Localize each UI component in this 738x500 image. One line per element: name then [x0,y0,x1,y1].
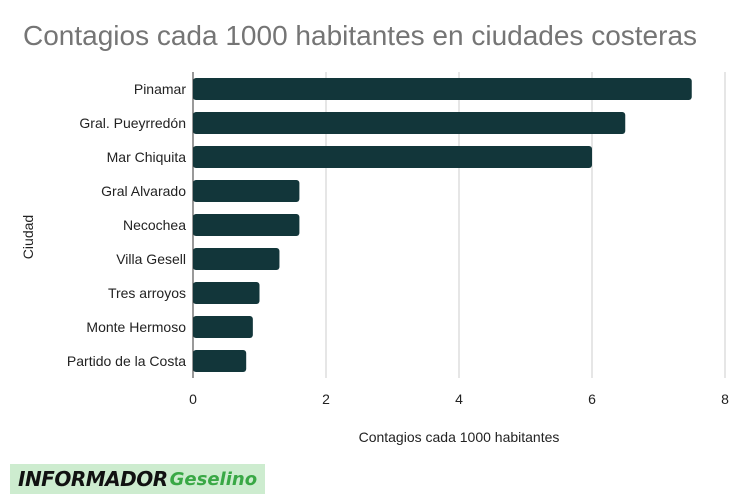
bar [193,146,592,168]
x-tick-labels: 0 2 4 6 8 [189,391,729,407]
category-label: Villa Gesell [116,251,186,267]
bar [193,112,626,134]
x-tick-label: 6 [588,391,596,407]
bars [193,78,692,372]
category-label: Gral. Pueyrredón [79,115,186,131]
category-label: Gral Alvarado [101,183,186,199]
category-label: Necochea [123,217,186,233]
x-tick-label: 0 [189,391,197,407]
x-tick-label: 2 [322,391,330,407]
chart-title: Contagios cada 1000 habitantes en ciudad… [23,20,697,51]
category-labels: Pinamar Gral. Pueyrredón Mar Chiquita Gral … [67,81,186,369]
bar [193,316,253,338]
bar [193,248,280,270]
bar [193,180,300,202]
category-label: Mar Chiquita [107,149,187,165]
category-label: Monte Hermoso [86,319,186,335]
y-axis-title: Ciudad [20,215,36,259]
category-label: Tres arroyos [108,285,186,301]
bar-chart: Contagios cada 1000 habitantes en ciudad… [20,20,729,445]
logo-word-geselino: Geselino [169,468,258,490]
bar [193,350,247,372]
bar [193,78,692,100]
x-tick-label: 8 [721,391,729,407]
x-tick-label: 4 [455,391,463,407]
x-axis-title: Contagios cada 1000 habitantes [359,429,560,445]
bar [193,214,300,236]
category-label: Partido de la Costa [67,353,186,369]
brand-logo: INFORMADOR Geselino [10,464,266,494]
bar [193,282,260,304]
logo-word-informador: INFORMADOR [18,467,168,491]
category-label: Pinamar [134,81,186,97]
